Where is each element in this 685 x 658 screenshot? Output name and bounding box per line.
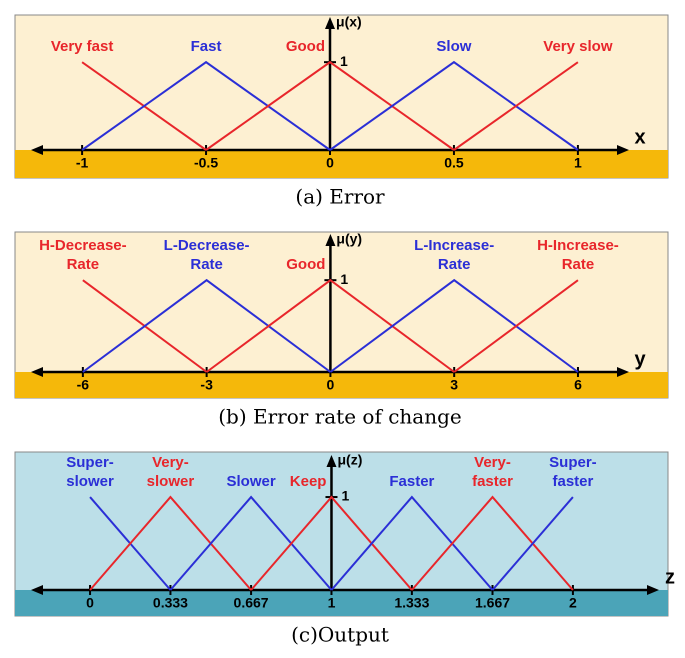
x-tick-label: 1 [574, 155, 582, 171]
series-label: Good [285, 38, 325, 56]
y-tick-label: 1 [340, 271, 348, 287]
membership-line [250, 495, 413, 591]
series-label: Very- slower [146, 454, 195, 491]
y-axis-arrow [325, 17, 335, 29]
series-label: Super- slower [66, 454, 114, 491]
x-tick-label: 1.667 [475, 595, 510, 611]
membership-line [453, 279, 579, 373]
series-label: Keep [289, 473, 327, 491]
x-tick-label: 1 [328, 595, 336, 611]
series-label: Super- faster [549, 454, 597, 491]
membership-line [453, 61, 579, 151]
x-axis-arrow [617, 145, 629, 155]
series-label: Slower [226, 473, 276, 491]
chart-caption: (c)Output [291, 623, 389, 647]
x-tick-label: -1 [76, 155, 89, 171]
y-axis-label: μ(y) [336, 231, 362, 247]
x-tick-label: -6 [77, 377, 90, 393]
axis-band [15, 150, 668, 178]
membership-line [330, 495, 494, 591]
series-label: Slow [436, 38, 472, 56]
membership-line [81, 60, 331, 151]
x-axis-arrow [31, 145, 43, 155]
x-axis-arrow [647, 585, 659, 595]
series-label: H-Increase- Rate [537, 237, 619, 274]
x-tick-label: 3 [450, 377, 458, 393]
y-tick-label: 1 [340, 53, 348, 69]
x-tick-label: 1.333 [394, 595, 429, 611]
series-label: Faster [389, 473, 435, 491]
y-axis-label: μ(z) [337, 452, 362, 468]
membership-line [329, 278, 579, 373]
series-label: Good [286, 256, 326, 274]
membership-line [206, 278, 455, 373]
series-label: L-Increase- Rate [414, 237, 495, 274]
series-label: L-Decrease- Rate [163, 237, 250, 274]
membership-line [169, 495, 333, 591]
y-axis-label: μ(x) [336, 14, 362, 30]
x-tick-label: 0.667 [234, 595, 269, 611]
membership-line [82, 278, 332, 373]
membership-line [491, 496, 574, 591]
chart-caption: (b) Error rate of change [218, 405, 462, 429]
x-tick-label: 0 [327, 377, 335, 393]
x-tick-label: 0 [86, 595, 94, 611]
y-axis-arrow [325, 234, 336, 246]
axis-band [15, 590, 668, 616]
membership-line [411, 495, 574, 591]
x-tick-label: 0 [326, 155, 334, 171]
axis-band [15, 372, 668, 398]
x-axis-label: y [634, 348, 646, 370]
y-tick-label: 1 [341, 488, 349, 504]
series-label: Very slow [543, 38, 613, 56]
x-tick-label: 6 [574, 377, 582, 393]
y-axis-arrow [326, 455, 337, 467]
x-tick-label: -3 [200, 377, 213, 393]
x-tick-label: 0.333 [153, 595, 188, 611]
chart-caption: (a) Error [295, 185, 385, 209]
x-tick-label: 0.5 [444, 155, 464, 171]
series-label: Very fast [50, 38, 114, 56]
x-axis-arrow [31, 367, 43, 377]
x-tick-label: -0.5 [194, 155, 218, 171]
membership-line [329, 60, 579, 151]
series-label: Fast [190, 38, 222, 56]
x-axis-arrow [617, 367, 629, 377]
series-label: Very- faster [472, 454, 513, 491]
x-axis-label: z [665, 566, 675, 588]
x-axis-label: x [634, 126, 645, 148]
membership-line [205, 60, 455, 151]
membership-line [89, 495, 252, 591]
x-axis-arrow [31, 585, 43, 595]
series-label: H-Decrease- Rate [39, 237, 127, 274]
x-tick-label: 2 [569, 595, 577, 611]
